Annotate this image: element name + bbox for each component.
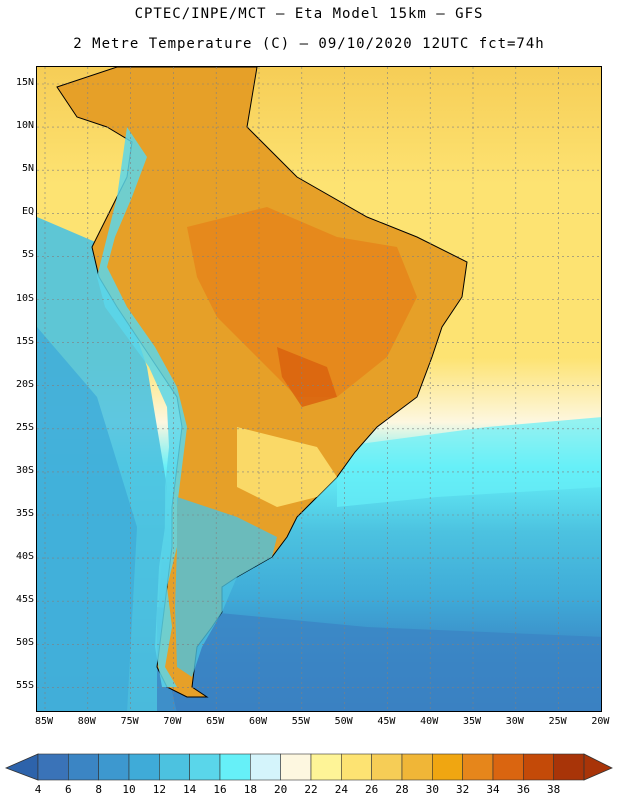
colorbar-swatch [159,753,190,781]
latitude-label: 15S [15,335,34,347]
colorbar-level-label: 24 [334,783,348,796]
map-area [36,66,602,712]
longitude-label: 40W [420,716,439,727]
longitude-label: 85W [34,716,54,727]
andes-cold-spine [97,127,187,687]
latitude-label: 20S [15,378,34,390]
latitude-label: 35S [15,508,34,519]
colorbar-level-label: 18 [243,783,257,796]
colorbar-level-label: 10 [122,783,136,796]
longitude-label: 70W [163,716,182,727]
pacific-cold-zone [37,327,137,711]
south-atlantic-cold [157,607,601,711]
longitude-label: 50W [334,716,353,727]
colorbar-level-label: 20 [274,783,288,796]
colorbar-level-label: 34 [486,783,500,796]
latitude-label: 40S [15,551,34,563]
colorbar-swatch [401,753,433,781]
latitude-label: 15N [15,77,34,88]
longitude-label: 25W [548,716,567,727]
longitude-label: 30W [505,716,524,727]
latitude-label: 50S [15,637,34,649]
colorbar-swatch [523,753,554,781]
latitude-label: 5S [21,249,34,261]
latitude-label: 10S [15,292,34,304]
colorbar-swatch [250,753,281,781]
colorbar-swatch [128,753,160,781]
colorbar-swatch [462,753,494,781]
latitude-label: 10N [15,120,34,132]
patagonia-cool [175,497,277,677]
colorbar-swatch [371,753,403,781]
hottest-core [277,347,337,407]
colorbar-level-label: 26 [365,783,379,796]
colorbar-swatch [68,753,99,781]
latitude-label: EQ [21,206,34,218]
latitude-label: 30S [15,464,34,476]
longitude-label: 45W [377,716,396,727]
colorbar-swatch [219,753,251,781]
latitude-label: 5N [21,163,34,175]
colorbar-level-label: 14 [183,783,197,796]
colorbar-level-label: 36 [516,783,530,796]
latitude-label: 45S [15,594,34,606]
longitude-label: 75W [120,716,139,727]
colorbar-swatch [341,753,372,781]
longitude-label: 35W [462,716,482,727]
colorbar-level-label: 8 [95,783,102,796]
colorbar-swatch [280,753,312,781]
graticule [37,67,601,711]
color-bar [4,753,613,781]
colorbar-level-label: 32 [456,783,470,796]
colorbar-high-arrow [583,753,613,781]
colorbar-swatch [189,753,221,781]
colorbar-level-label: 22 [304,783,318,796]
colorbar-swatch [37,753,69,781]
latitude-label: 55S [15,680,34,692]
colorbar-swatch [98,753,130,781]
longitude-label: 55W [291,716,310,727]
map-title: CPTEC/INPE/MCT – Eta Model 15km – GFS [134,6,484,22]
colorbar-low-arrow [4,753,39,781]
longitude-label: 80W [77,716,96,727]
colorbar-level-label: 38 [547,783,561,796]
colorbar-level-label: 6 [65,783,72,796]
longitude-label: 20W [591,716,610,727]
colorbar-swatch [492,753,524,781]
map-subtitle: 2 Metre Temperature (C) – 09/10/2020 12U… [73,36,545,52]
colorbar-level-label: 16 [213,783,227,796]
longitude-label: 65W [206,716,225,727]
colorbar-level-label: 30 [425,783,439,796]
colorbar-level-label: 4 [34,783,42,796]
pampas-mild [237,427,337,507]
south-atlantic-cool [337,417,601,507]
longitude-label: 60W [248,716,268,727]
colorbar-swatch [310,753,342,781]
colorbar-swatch [553,753,585,781]
temperature-map [37,67,601,711]
latitude-label: 25S [15,421,34,433]
colorbar-level-label: 28 [395,783,409,796]
colorbar-level-label: 12 [152,783,166,796]
colorbar-swatch [432,753,463,781]
